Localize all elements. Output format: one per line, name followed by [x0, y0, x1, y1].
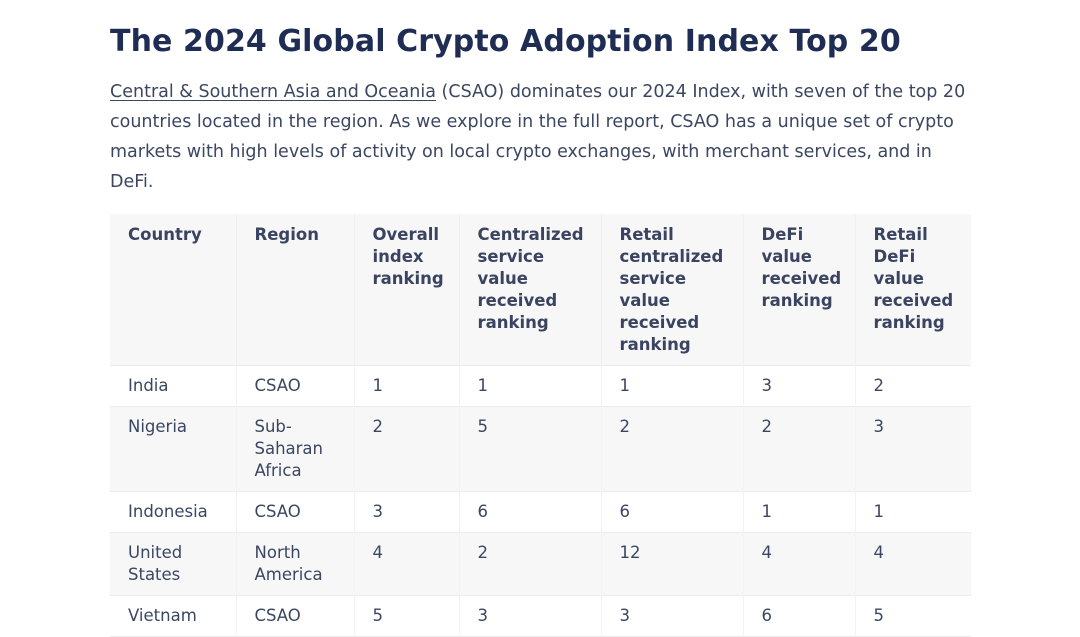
cell-country: India [110, 364, 237, 406]
cell-centralized-rank: 3 [459, 594, 602, 636]
header-centralized-service-ranking: Centralized service value received ranki… [459, 214, 602, 365]
cell-retail-defi-rank: 1 [855, 490, 971, 532]
ranking-table: Country Region Overall index ranking Cen… [110, 214, 971, 637]
cell-centralized-rank: 6 [459, 490, 602, 532]
cell-retail-defi-rank: 5 [855, 594, 971, 636]
header-country: Country [110, 214, 237, 365]
table-body: India CSAO 1 1 1 3 2 Nigeria Sub-Saharan… [110, 364, 971, 636]
header-retail-centralized-service-ranking: Retail centralized service value receive… [601, 214, 744, 365]
cell-centralized-rank: 5 [459, 405, 602, 491]
table-header: Country Region Overall index ranking Cen… [110, 214, 971, 365]
header-retail-defi-ranking: Retail DeFi value received ranking [873, 225, 954, 332]
table-row: Indonesia CSAO 3 6 6 1 1 [110, 490, 971, 532]
header-row: Country Region Overall index ranking Cen… [110, 214, 971, 365]
article: The 2024 Global Crypto Adoption Index To… [110, 22, 972, 197]
cell-region: Sub-Saharan Africa [236, 405, 355, 491]
cell-retail-centralized-rank: 1 [601, 364, 744, 406]
intro-text: (CSAO) dominates our 2024 Index, with se… [110, 82, 966, 192]
cell-retail-defi-rank: 3 [855, 405, 971, 491]
cell-retail-centralized-rank: 6 [601, 490, 744, 532]
cell-overall-rank: 4 [354, 531, 460, 595]
cell-region: CSAO [236, 490, 355, 532]
cell-retail-defi-rank: 2 [855, 364, 971, 406]
cell-region: CSAO [236, 364, 355, 406]
cell-defi-rank: 4 [743, 531, 856, 595]
table-row: Nigeria Sub-Saharan Africa 2 5 2 2 3 [110, 405, 971, 491]
cell-country: Indonesia [110, 490, 237, 532]
cell-overall-rank: 5 [354, 594, 460, 636]
cell-centralized-rank: 1 [459, 364, 602, 406]
cell-region: North America [236, 531, 355, 595]
header-region: Region [236, 214, 355, 365]
table-row: India CSAO 1 1 1 3 2 [110, 364, 971, 406]
cell-overall-rank: 1 [354, 364, 460, 406]
cell-retail-defi-rank: 4 [855, 531, 971, 595]
cell-overall-rank: 3 [354, 490, 460, 532]
table-row: United States North America 4 2 12 4 4 [110, 531, 971, 595]
cell-country: Vietnam [110, 594, 237, 636]
cell-overall-rank: 2 [354, 405, 460, 491]
cell-country: United States [110, 531, 237, 595]
cell-defi-rank: 1 [743, 490, 856, 532]
cell-centralized-rank: 2 [459, 531, 602, 595]
cell-defi-rank: 3 [743, 364, 856, 406]
cell-region: CSAO [236, 594, 355, 636]
header-overall-index-ranking: Overall index ranking [354, 214, 460, 365]
table-row: Vietnam CSAO 5 3 3 6 5 [110, 594, 971, 636]
cell-country: Nigeria [110, 405, 237, 491]
page-title: The 2024 Global Crypto Adoption Index To… [110, 24, 901, 59]
cell-retail-centralized-rank: 12 [601, 531, 744, 595]
cell-retail-centralized-rank: 2 [601, 405, 744, 491]
cell-defi-rank: 6 [743, 594, 856, 636]
intro-paragraph: Central & Southern Asia and Oceania (CSA… [110, 77, 972, 197]
region-link[interactable]: Central & Southern Asia and Oceania [110, 82, 436, 102]
adoption-index-table: Country Region Overall index ranking Cen… [110, 214, 971, 637]
cell-retail-centralized-rank: 3 [601, 594, 744, 636]
cell-defi-rank: 2 [743, 405, 856, 491]
header-defi-ranking: DeFi value received ranking [743, 214, 856, 365]
